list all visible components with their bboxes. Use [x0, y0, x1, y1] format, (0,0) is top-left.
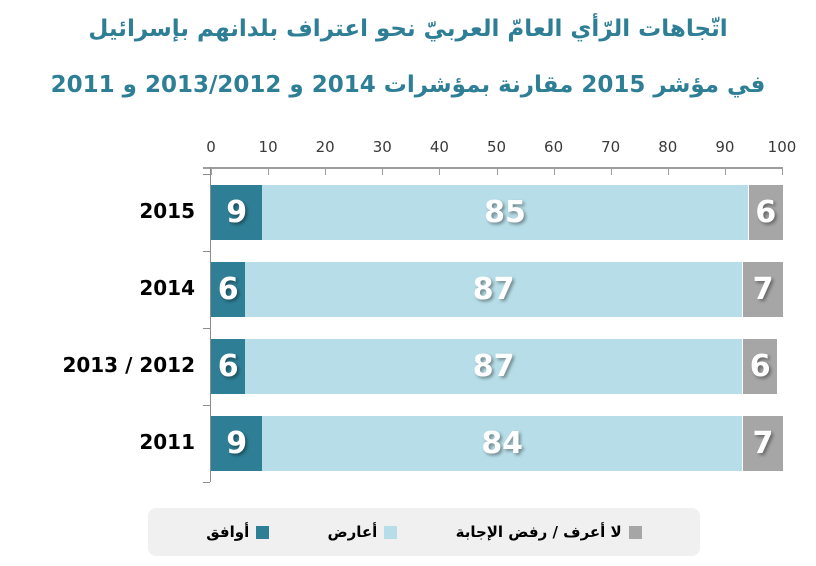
legend: أوافق أعارض لا أعرف / رفض الإجابة: [148, 508, 700, 556]
legend-swatch-dontknow-icon: [628, 525, 642, 539]
legend-swatch-agree-icon: [256, 525, 270, 539]
y-axis-tick-mark: [203, 251, 210, 252]
x-axis-tick-label: 0: [206, 138, 216, 156]
legend-entry-agree: أوافق: [206, 523, 270, 541]
x-axis-tick-label: 80: [658, 138, 678, 156]
x-axis-tick-label: 40: [429, 138, 449, 156]
bar-segment: 9: [211, 416, 263, 471]
bar-segment: 6: [747, 185, 783, 240]
x-axis-tick-label: 70: [601, 138, 621, 156]
chart-title-line2: في مؤشر 2015 مقارنة بمؤشرات 2014 و 2013/…: [50, 72, 766, 98]
bar-segment: 87: [245, 262, 743, 317]
x-axis-tick-mark: [724, 168, 726, 175]
bar-segment: 6: [211, 262, 246, 317]
y-axis-tick-mark: [203, 482, 210, 483]
bar-row: 6 87 6: [211, 339, 778, 394]
x-axis-tick-mark: [553, 168, 555, 175]
x-axis-tick-label: 10: [258, 138, 278, 156]
bar-segment: 7: [742, 416, 783, 471]
x-axis-tick-label: 100: [767, 138, 797, 156]
x-axis-tick-mark: [439, 168, 441, 175]
bar-segment: 84: [262, 416, 742, 471]
legend-label-oppose: أعارض: [327, 523, 378, 541]
x-axis-tick-mark: [610, 168, 612, 175]
bar-row: 9 84 7: [211, 416, 783, 471]
category-label: 2014: [139, 275, 195, 300]
y-axis-tick-mark: [203, 328, 210, 329]
legend-label-agree: أوافق: [206, 523, 250, 541]
x-axis-tick-mark: [667, 168, 669, 175]
x-axis-tick-mark: [496, 168, 498, 175]
x-axis-tick-mark: [325, 168, 327, 175]
x-axis-tick-label: 50: [486, 138, 507, 156]
category-label: 2011: [139, 429, 195, 454]
y-axis-tick-mark: [203, 174, 210, 175]
x-axis-tick-label: 20: [315, 138, 335, 156]
x-axis-line: [203, 167, 783, 169]
bar-row: 9 85 6: [211, 185, 783, 240]
x-axis-tick-mark: [382, 168, 384, 175]
chart-title-line1: اتّجاهات الرّأي العامّ العربيّ نحو اعترا…: [88, 16, 728, 42]
x-axis-tick-label: 90: [715, 138, 735, 156]
bar-segment: 85: [262, 185, 748, 240]
bar-segment: 6: [211, 339, 246, 394]
x-axis-tick-mark: [782, 168, 783, 175]
category-label: 2013 / 2012: [62, 352, 195, 377]
legend-label-dontknow: لا أعرف / رفض الإجابة: [455, 523, 622, 541]
bar-segment: 7: [742, 262, 783, 317]
legend-entry-oppose: أعارض: [327, 523, 398, 541]
legend-entry-dontknow: لا أعرف / رفض الإجابة: [456, 523, 642, 541]
bar-segment: 6: [742, 339, 778, 394]
category-label: 2015: [139, 198, 195, 223]
bar-segment: 87: [245, 339, 743, 394]
x-axis-tick-mark: [211, 168, 212, 175]
x-axis-tick-label: 30: [372, 138, 392, 156]
x-axis-tick-mark: [268, 168, 270, 175]
y-axis-tick-mark: [203, 405, 210, 406]
bar-row: 6 87 7: [211, 262, 783, 317]
x-axis-tick-label: 60: [544, 138, 564, 156]
legend-swatch-oppose-icon: [384, 525, 398, 539]
bar-segment: 9: [211, 185, 263, 240]
y-axis-line: [210, 167, 211, 482]
